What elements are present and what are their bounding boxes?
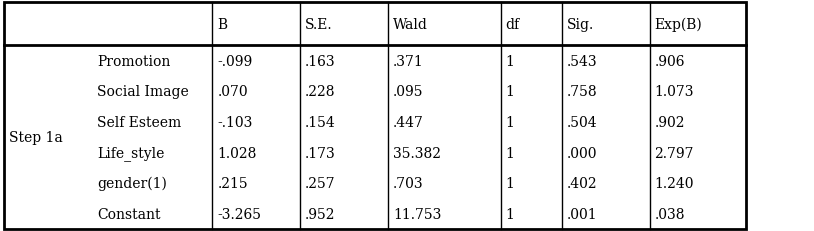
Text: df: df <box>505 18 519 32</box>
Text: .038: .038 <box>654 207 685 221</box>
Text: S.E.: S.E. <box>305 18 333 32</box>
Text: 1: 1 <box>505 207 514 221</box>
Text: .070: .070 <box>217 85 248 99</box>
Text: .215: .215 <box>217 176 248 190</box>
Text: .000: .000 <box>567 146 597 160</box>
Text: .228: .228 <box>305 85 335 99</box>
Text: .906: .906 <box>654 55 685 68</box>
Text: .095: .095 <box>393 85 423 99</box>
Text: 1: 1 <box>505 116 514 129</box>
Text: 35.382: 35.382 <box>393 146 441 160</box>
Text: .402: .402 <box>567 176 597 190</box>
Text: .447: .447 <box>393 116 424 129</box>
Text: Wald: Wald <box>393 18 428 32</box>
Text: -.099: -.099 <box>217 55 252 68</box>
Text: 1.073: 1.073 <box>654 85 694 99</box>
Text: Promotion: Promotion <box>97 55 170 68</box>
Text: .543: .543 <box>567 55 597 68</box>
Text: 11.753: 11.753 <box>393 207 441 221</box>
Text: .173: .173 <box>305 146 336 160</box>
Text: .001: .001 <box>567 207 597 221</box>
Text: .758: .758 <box>567 85 597 99</box>
Text: .154: .154 <box>305 116 336 129</box>
Text: .257: .257 <box>305 176 336 190</box>
Text: 1: 1 <box>505 85 514 99</box>
Text: 1.240: 1.240 <box>654 176 694 190</box>
Text: 1: 1 <box>505 176 514 190</box>
Text: .902: .902 <box>654 116 685 129</box>
Text: -3.265: -3.265 <box>217 207 261 221</box>
Text: Step 1a: Step 1a <box>9 131 63 145</box>
Text: 1.028: 1.028 <box>217 146 256 160</box>
Text: .952: .952 <box>305 207 335 221</box>
Text: 1: 1 <box>505 55 514 68</box>
Text: gender(1): gender(1) <box>97 176 167 191</box>
Text: .163: .163 <box>305 55 336 68</box>
Text: 2.797: 2.797 <box>654 146 694 160</box>
Text: .703: .703 <box>393 176 424 190</box>
Text: .504: .504 <box>567 116 597 129</box>
Text: B: B <box>217 18 227 32</box>
Text: .371: .371 <box>393 55 424 68</box>
Text: Sig.: Sig. <box>567 18 593 32</box>
Text: Life_style: Life_style <box>97 146 164 160</box>
Text: 1: 1 <box>505 146 514 160</box>
Text: Social Image: Social Image <box>97 85 189 99</box>
Text: -.103: -.103 <box>217 116 252 129</box>
Text: Self Esteem: Self Esteem <box>97 116 182 129</box>
Text: Exp(B): Exp(B) <box>654 18 702 32</box>
Text: Constant: Constant <box>97 207 160 221</box>
